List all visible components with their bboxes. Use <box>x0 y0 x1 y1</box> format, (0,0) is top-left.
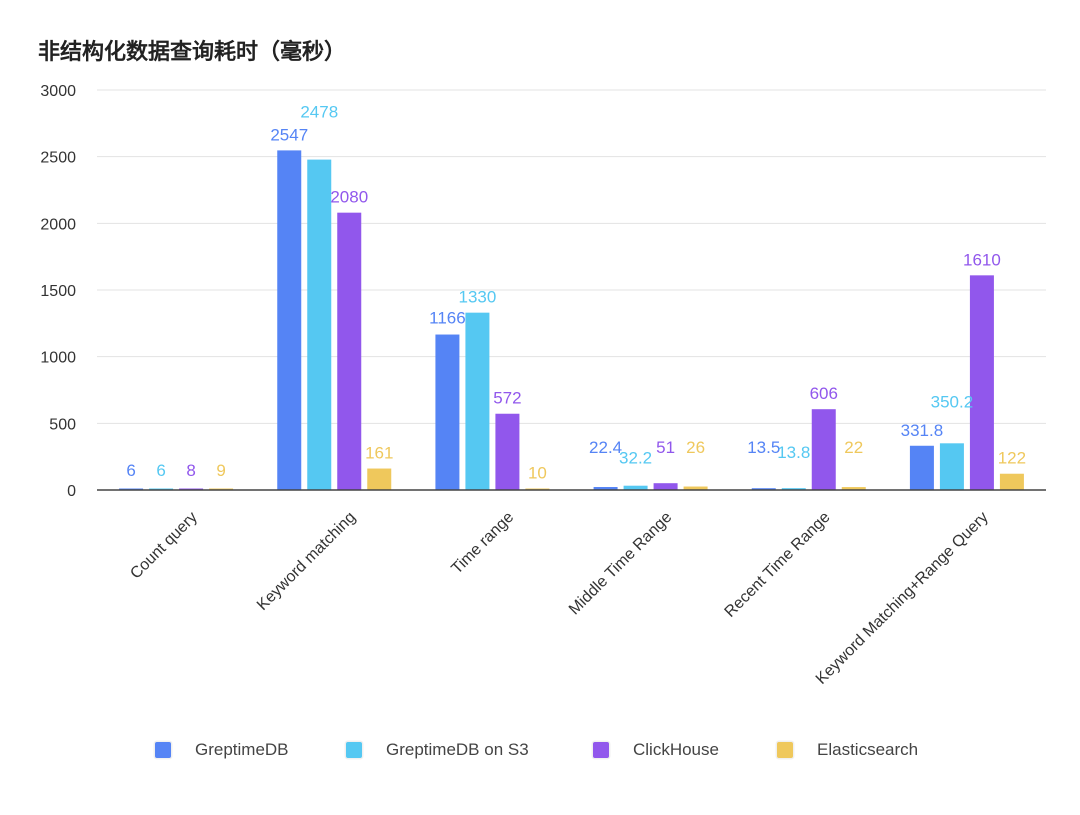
bar-elasticsearch <box>683 486 708 490</box>
data-label: 22 <box>844 438 863 457</box>
bar-elasticsearch <box>367 468 392 490</box>
legend-swatch <box>593 742 609 758</box>
data-label: 22.4 <box>589 438 622 457</box>
bar-greptimedb-on-s3 <box>623 485 648 490</box>
data-label: 1166 <box>429 309 466 328</box>
y-tick-label: 1500 <box>40 283 76 300</box>
chart-title: 非结构化数据查询耗时（毫秒） <box>38 40 347 65</box>
x-tick-label: Keyword Matching+Range Query <box>813 509 992 688</box>
x-tick-label: Keyword matching <box>254 509 359 614</box>
data-label: 10 <box>528 464 547 483</box>
data-label: 13.5 <box>747 438 780 457</box>
data-label: 2478 <box>300 103 338 122</box>
y-tick-label: 1000 <box>40 350 76 367</box>
bar-greptimedb <box>277 150 302 490</box>
bar-greptimedb <box>593 487 618 490</box>
data-label: 6 <box>156 461 165 480</box>
data-label: 1610 <box>963 250 1001 269</box>
bar-greptimedb-on-s3 <box>307 159 332 490</box>
bars <box>119 150 1024 490</box>
data-label: 9 <box>216 461 225 480</box>
y-tick-label: 2000 <box>40 216 76 233</box>
legend-item-elasticsearch[interactable]: Elasticsearch <box>777 740 918 760</box>
data-label: 1330 <box>459 288 497 307</box>
bar-clickhouse <box>337 212 362 490</box>
legend-item-greptimedb[interactable]: GreptimeDB <box>155 740 289 760</box>
legend-label: Elasticsearch <box>817 740 919 759</box>
data-label: 606 <box>810 384 838 403</box>
data-label: 350.2 <box>931 392 974 411</box>
legend-label: GreptimeDB <box>195 740 289 759</box>
data-label: 122 <box>998 449 1026 468</box>
y-tick-label: 3000 <box>40 83 76 100</box>
legend: GreptimeDB GreptimeDB on S3 ClickHouse Elas… <box>0 740 1080 766</box>
y-tick-label: 500 <box>49 416 76 433</box>
data-label: 8 <box>186 461 195 480</box>
x-tick-label: Count query <box>127 509 201 583</box>
data-label: 13.8 <box>777 443 810 462</box>
gridlines <box>97 89 1046 424</box>
bar-clickhouse <box>969 275 994 490</box>
bar-elasticsearch <box>841 487 866 490</box>
bar-greptimedb <box>751 488 776 490</box>
legend-swatch <box>155 742 171 758</box>
y-tick-label: 0 <box>67 483 76 500</box>
legend-swatch <box>346 742 362 758</box>
legend-label: ClickHouse <box>633 740 719 759</box>
bar-greptimedb-on-s3 <box>781 488 806 490</box>
legend-item-greptimedb-on-s3[interactable]: GreptimeDB on S3 <box>346 740 529 760</box>
bar-clickhouse <box>811 409 836 490</box>
data-label: 161 <box>365 444 393 463</box>
data-label: 572 <box>493 389 521 408</box>
bar-chart: 0 500 1000 1500 2000 2500 3000 6 6 8 9 2547 2478 208… <box>40 83 1046 688</box>
x-tick-label: Recent Time Range <box>722 509 834 621</box>
y-tick-label: 2500 <box>40 150 76 167</box>
data-label: 6 <box>126 461 135 480</box>
data-label: 331.8 <box>901 421 944 440</box>
x-axis-tick-labels: Count query Keyword matching Time range Mid… <box>127 509 991 688</box>
legend-item-clickhouse[interactable]: ClickHouse <box>593 740 719 760</box>
data-label: 51 <box>656 438 675 457</box>
x-tick-label: Middle Time Range <box>566 509 676 619</box>
legend-label: GreptimeDB on S3 <box>386 740 529 759</box>
bar-greptimedb-on-s3 <box>939 443 964 490</box>
bar-elasticsearch <box>999 473 1024 490</box>
bar-clickhouse <box>495 413 520 490</box>
legend-swatch <box>777 742 793 758</box>
data-label: 32.2 <box>619 449 652 468</box>
data-labels: 6 6 8 9 2547 2478 2080 161 1166 1330 572 10 22.432.2… <box>126 103 1026 483</box>
data-label: 2080 <box>330 188 368 207</box>
data-label: 2547 <box>270 125 308 144</box>
y-axis-tick-labels: 0 500 1000 1500 2000 2500 3000 <box>40 83 76 500</box>
bar-greptimedb-on-s3 <box>465 312 490 490</box>
bar-greptimedb <box>435 334 460 490</box>
x-tick-label: Time range <box>448 509 517 578</box>
data-label: 26 <box>686 438 705 457</box>
bar-greptimedb <box>909 445 934 490</box>
bar-clickhouse <box>653 483 678 490</box>
